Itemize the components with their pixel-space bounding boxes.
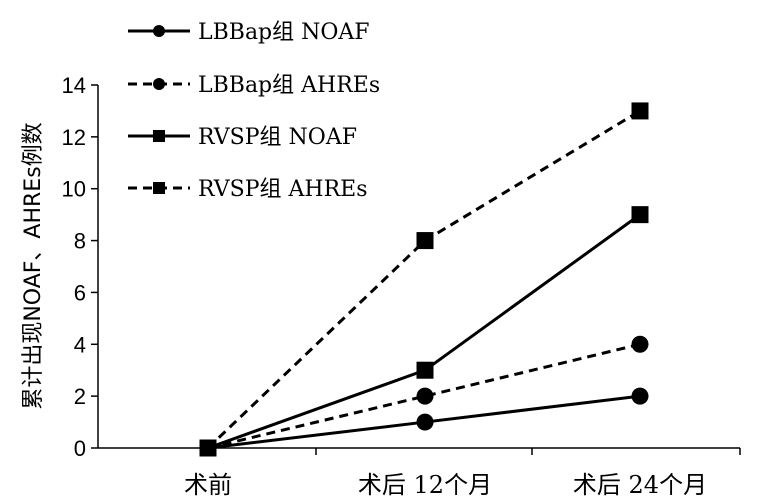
series-1 — [199, 335, 649, 457]
legend-item-0: LBBap组 NOAF — [128, 20, 370, 45]
data-point — [631, 335, 649, 353]
x-tick-label: 术前 — [184, 471, 232, 499]
y-tick-label: 0 — [74, 436, 86, 461]
y-tick-label: 2 — [74, 384, 86, 409]
legend-label: LBBap组 AHREs — [198, 73, 380, 98]
y-axis-label: 累计出现NOAF、AHREs例数 — [21, 122, 46, 409]
x-tick-label: 术后 12个月 — [358, 471, 492, 499]
series-3 — [199, 102, 649, 457]
x-axis-ticks: 术前 术后 12个月 术后 24个月 — [184, 448, 741, 499]
data-point — [631, 206, 649, 224]
data-point — [199, 439, 217, 457]
legend-marker — [153, 25, 165, 37]
legend-marker — [153, 78, 165, 90]
y-tick-label: 12 — [62, 125, 86, 150]
legend-marker — [153, 182, 165, 194]
data-point — [631, 387, 649, 405]
y-tick-label: 4 — [74, 332, 86, 357]
series-line — [207, 213, 641, 450]
legend-label: LBBap组 NOAF — [198, 20, 370, 45]
y-axis-ticks: 0 2 4 6 8 10 12 14 — [62, 73, 98, 461]
data-point — [416, 413, 434, 431]
y-tick-label: 14 — [62, 73, 86, 98]
y-tick-label: 6 — [74, 280, 86, 305]
series-group — [199, 102, 649, 457]
data-point — [416, 387, 434, 405]
legend-item-3: RVSP组 AHREs — [128, 177, 368, 202]
data-point — [631, 102, 649, 120]
legend-label: RVSP组 AHREs — [198, 177, 368, 202]
legend-item-2: RVSP组 NOAF — [128, 125, 357, 150]
legend-item-1: LBBap组 AHREs — [128, 73, 380, 98]
y-tick-label: 8 — [74, 229, 86, 254]
legend-label: RVSP组 NOAF — [198, 125, 357, 150]
legend-marker — [153, 130, 165, 142]
legend: LBBap组 NOAF LBBap组 AHREs RVSP组 NOAF RVSP组 A… — [128, 20, 380, 202]
x-tick-label: 术后 24个月 — [573, 471, 707, 499]
data-point — [416, 361, 434, 379]
data-point — [416, 232, 434, 250]
y-tick-label: 10 — [62, 177, 86, 202]
